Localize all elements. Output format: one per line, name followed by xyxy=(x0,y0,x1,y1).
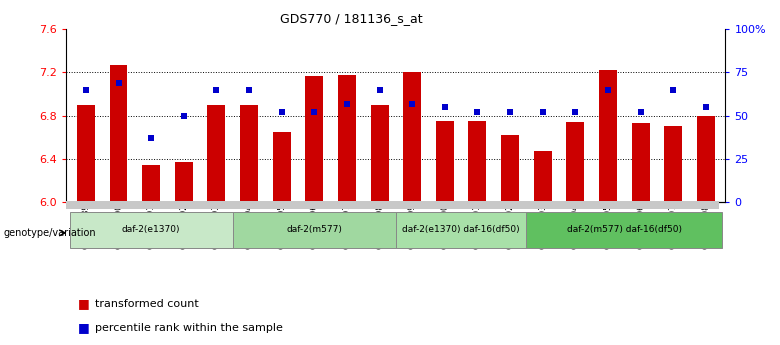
Bar xyxy=(207,105,225,202)
Text: GDS770 / 181136_s_at: GDS770 / 181136_s_at xyxy=(280,12,422,25)
Bar xyxy=(338,75,356,202)
Bar xyxy=(77,105,95,202)
Bar xyxy=(566,122,584,202)
Bar xyxy=(403,72,421,202)
Bar xyxy=(501,135,519,202)
Bar xyxy=(632,123,650,202)
Bar xyxy=(142,165,160,202)
Bar xyxy=(273,132,291,202)
Text: ■: ■ xyxy=(78,297,90,310)
Text: genotype/variation: genotype/variation xyxy=(4,228,97,238)
Text: daf-2(m577): daf-2(m577) xyxy=(286,225,342,234)
Text: daf-2(e1370) daf-16(df50): daf-2(e1370) daf-16(df50) xyxy=(402,225,520,234)
Bar xyxy=(370,105,388,202)
Text: percentile rank within the sample: percentile rank within the sample xyxy=(95,323,283,333)
Bar xyxy=(175,162,193,202)
Bar xyxy=(697,116,714,202)
Bar xyxy=(305,76,323,202)
Bar xyxy=(526,213,722,248)
Bar xyxy=(240,105,258,202)
Bar xyxy=(69,213,232,248)
Bar xyxy=(665,126,682,202)
Text: ■: ■ xyxy=(78,321,90,334)
Text: daf-2(m577) daf-16(df50): daf-2(m577) daf-16(df50) xyxy=(567,225,682,234)
Bar xyxy=(395,213,526,248)
Bar xyxy=(534,151,551,202)
Bar xyxy=(232,213,395,248)
Text: transformed count: transformed count xyxy=(95,299,199,308)
Bar xyxy=(109,65,127,202)
Bar xyxy=(599,70,617,202)
Bar xyxy=(469,121,487,202)
Bar xyxy=(436,121,454,202)
Text: daf-2(e1370): daf-2(e1370) xyxy=(122,225,180,234)
